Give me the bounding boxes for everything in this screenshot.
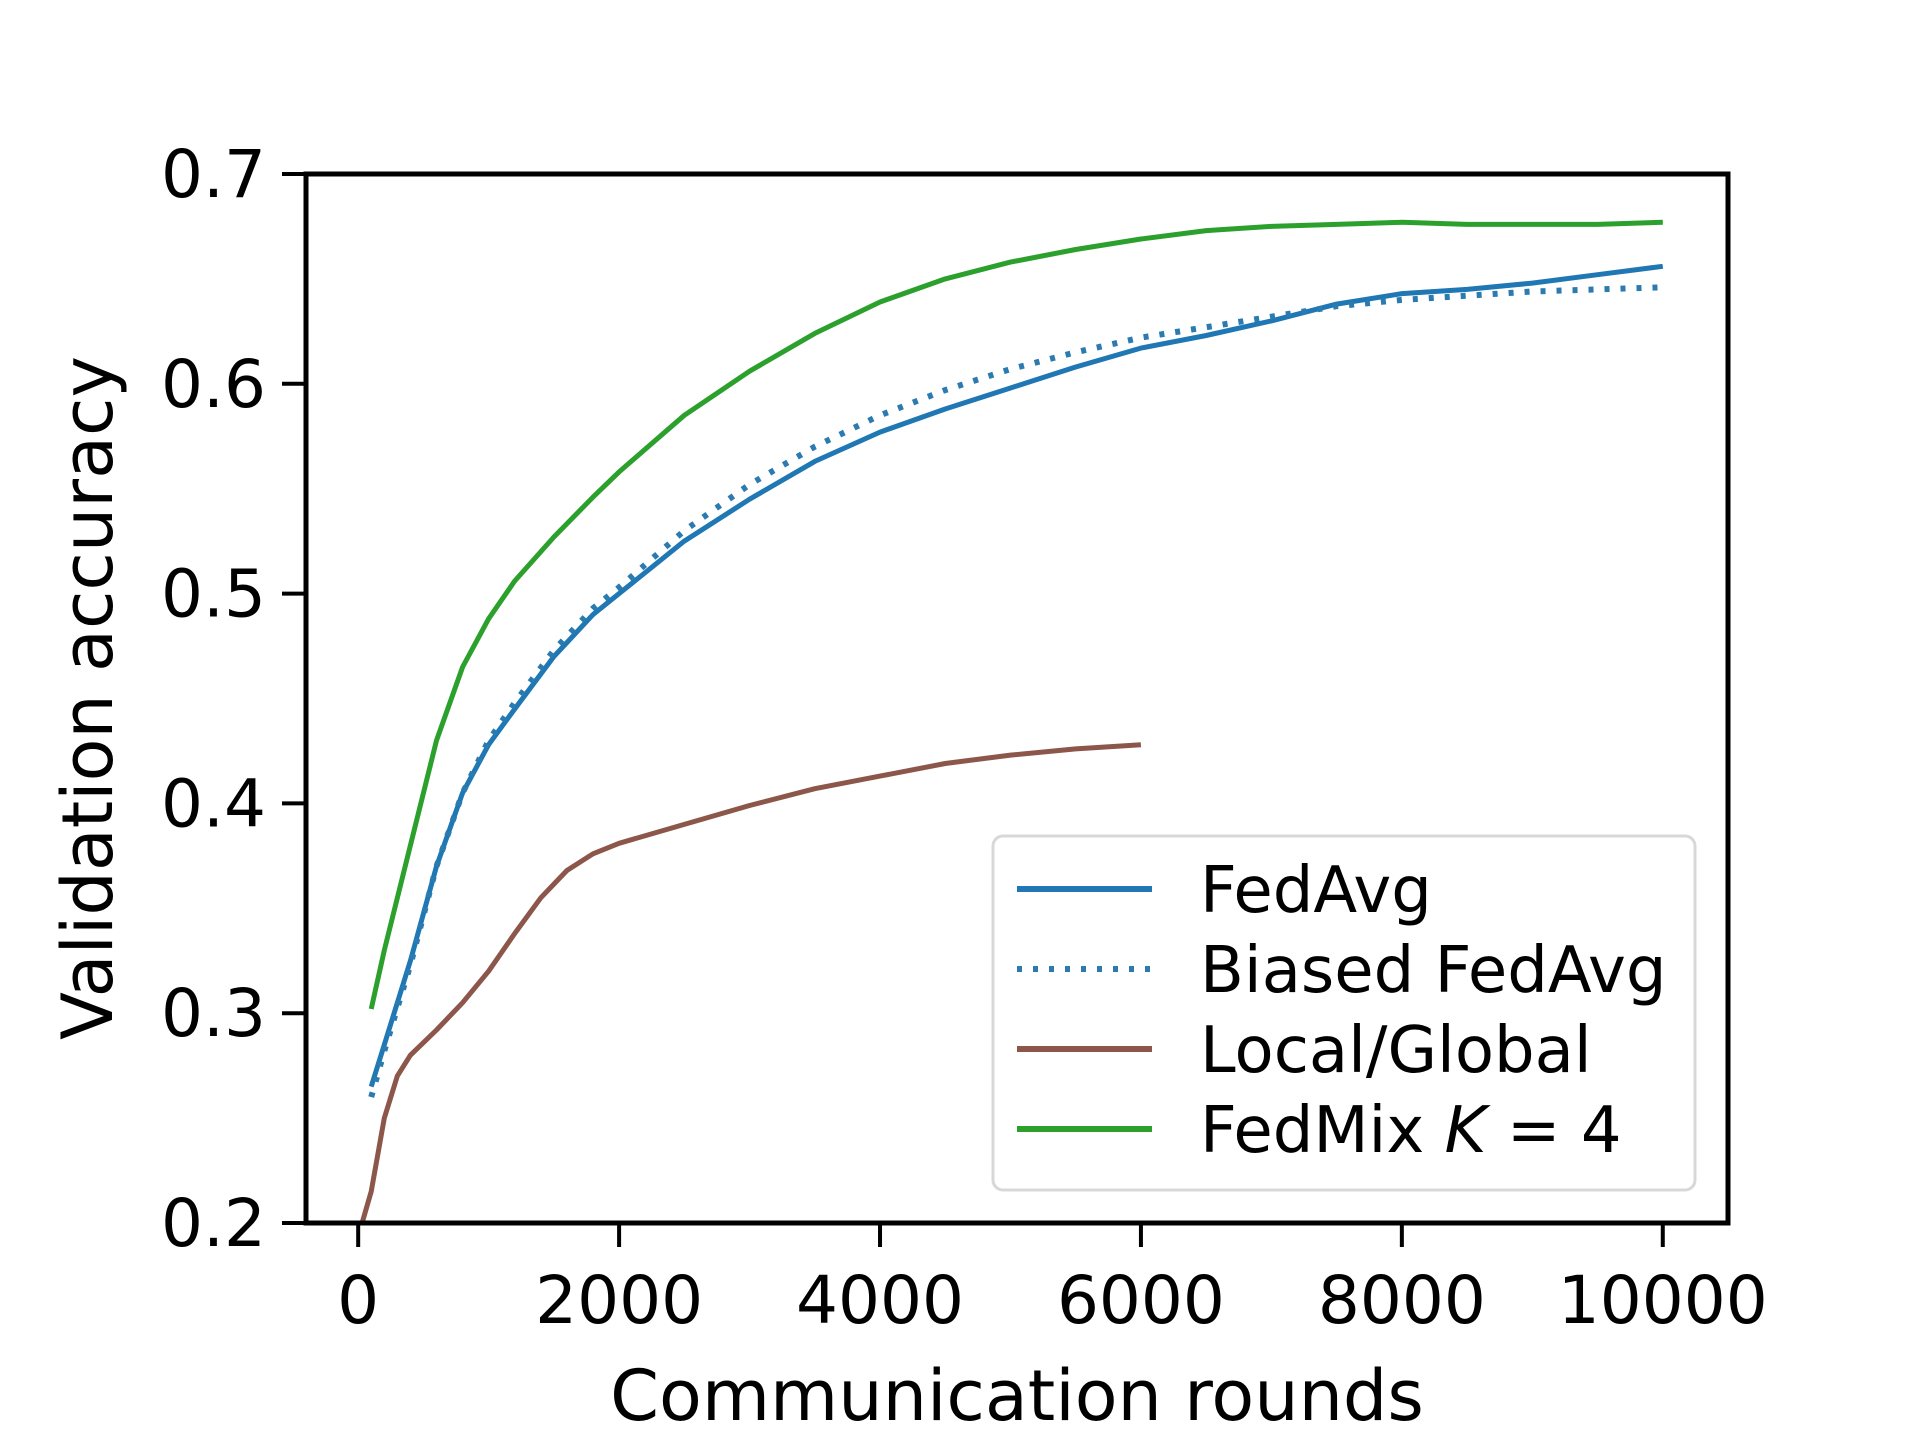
legend-box bbox=[991, 834, 1697, 1192]
y-ticks: 0.2 0.3 0.4 0.5 0.6 0.7 bbox=[161, 136, 306, 1262]
legend-label-local-global: Local/Global bbox=[1200, 1014, 1592, 1088]
y-tick-label: 0.2 bbox=[161, 1185, 266, 1262]
series-line-local-global bbox=[359, 742, 1142, 1224]
x-tick-label: 0 bbox=[337, 1262, 379, 1339]
legend: FedAvg Biased FedAvg Local/Global FedMix… bbox=[991, 834, 1697, 1192]
x-tick-label: 8000 bbox=[1318, 1262, 1486, 1339]
series-layer bbox=[359, 219, 1664, 1224]
x-tick-label: 6000 bbox=[1057, 1262, 1225, 1339]
series-line-fedmix bbox=[368, 219, 1663, 1010]
legend-fedmix-name: FedMix bbox=[1200, 1094, 1445, 1168]
legend-label-fedmix: FedMix K = 4 bbox=[1200, 1094, 1622, 1168]
y-axis-label: Validation accuracy bbox=[47, 356, 129, 1040]
axes-frame bbox=[303, 171, 1731, 1226]
x-tick-label: 10000 bbox=[1558, 1262, 1768, 1339]
x-axis-label: Communication rounds bbox=[610, 1355, 1424, 1437]
y-tick-label: 0.6 bbox=[161, 346, 266, 423]
x-ticks: 0 2000 4000 6000 8000 10000 bbox=[337, 1223, 1768, 1339]
y-tick-label: 0.4 bbox=[161, 765, 266, 842]
y-tick-label: 0.5 bbox=[161, 556, 266, 633]
y-tick-label: 0.3 bbox=[161, 975, 266, 1052]
x-tick-label: 2000 bbox=[535, 1262, 703, 1339]
y-tick-label: 0.7 bbox=[161, 136, 266, 213]
legend-fedmix-eq: = 4 bbox=[1487, 1094, 1622, 1168]
series-line-fedavg bbox=[368, 263, 1664, 1088]
x-tick-label: 4000 bbox=[796, 1262, 964, 1339]
legend-label-fedavg: FedAvg bbox=[1200, 854, 1432, 928]
legend-label-biased-fedavg: Biased FedAvg bbox=[1200, 934, 1666, 1008]
legend-fedmix-k: K bbox=[1445, 1094, 1492, 1168]
